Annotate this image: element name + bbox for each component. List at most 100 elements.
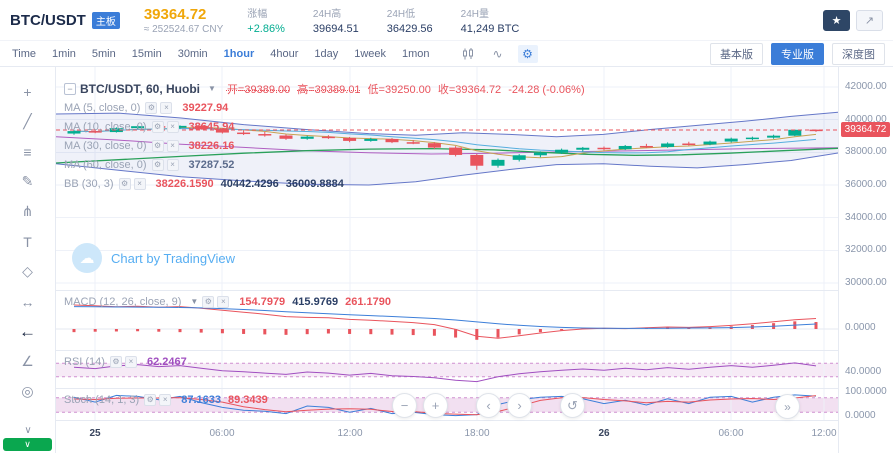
drawing-tools: + ╱ ≡ ✎ ⋔ T ◇ ↔ ← ∠ ◎ [0,67,55,400]
indicator-value: 38645.94 [188,120,235,133]
tradingview-watermark: ☁ Chart by TradingView [72,243,235,273]
interval-1day[interactable]: 1day [314,47,339,60]
interval-1hour[interactable]: 1hour [223,47,255,60]
indicator-close-icon[interactable]: × [124,355,137,368]
stat-value: +2.86% [247,23,285,35]
scroll-down-button[interactable]: ∨ [3,438,52,451]
indicator-settings-icon[interactable]: ⚙ [144,393,157,406]
interval-15min[interactable]: 15min [131,47,162,60]
indicator-close-icon[interactable]: × [166,158,179,171]
indicator-value: 38226.16 [188,139,235,152]
stat-low-24h: 24H低 36429.56 [387,5,433,35]
indicator-close-icon[interactable]: × [217,295,230,308]
trend-line-tool-icon[interactable]: ╱ [23,113,32,129]
interval-5min[interactable]: 5min [91,47,116,60]
back-tool-icon[interactable]: ← [19,321,36,341]
indicator-wave-icon: ∿ [492,46,503,61]
pan-left-button[interactable]: ‹ [476,393,501,418]
view-tab[interactable]: 基本版 [710,42,763,65]
zoom-in-button[interactable]: + [423,393,448,418]
crosshair-tool-icon[interactable]: + [23,83,32,100]
watermark-text: Chart by TradingView [111,250,236,266]
stat-value: 41,249 BTC [460,23,520,35]
indicator-close-icon[interactable]: × [159,393,172,406]
indicator-settings-icon[interactable]: ⚙ [145,101,158,114]
collapse-legend-icon[interactable]: − [64,82,76,95]
interval-1min[interactable]: 1min [52,47,76,60]
interval-1mon[interactable]: 1mon [402,47,430,60]
text-tool-tool-icon[interactable]: T [23,233,32,250]
pitchfork-tool-icon[interactable]: ⋔ [21,203,34,219]
indicator-value: 154.7979 [239,295,286,308]
indicator-settings-icon[interactable]: ⚙ [118,177,131,190]
chart-settings-button[interactable]: ⚙ [517,44,538,63]
indicator-label: MA (5, close, 0) [64,101,141,114]
indicator-legend-row: MA (10, close, 0) ⚙ × 38645.94 [64,117,585,136]
stat-change: 涨幅 +2.86% [247,5,285,35]
view-tab[interactable]: 深度图 [832,42,885,65]
chevron-down-icon: ∨ [24,439,31,449]
price-cny: ≈ 252524.67 CNY [143,23,224,35]
share-button[interactable]: ↗ [856,9,883,31]
interval-4hour[interactable]: 4hour [270,47,299,60]
price-axis-label: 36000.00 [845,179,887,190]
last-price-badge: 39364.72 [841,122,890,138]
time-axis[interactable]: 25 06:00 12:00 18:00 26 06:00 12:00 [56,420,838,453]
indicators-button[interactable]: ∿ [488,45,508,63]
indicator-value: 36009.8884 [285,177,344,190]
indicator-close-icon[interactable]: × [166,120,179,133]
indicator-value: 415.9769 [292,295,339,308]
indicator-settings-icon[interactable]: ⚙ [151,158,164,171]
brush-tool-icon[interactable]: ✎ [21,173,34,189]
indicator-label: Stoch (14, 1, 3) [64,393,140,406]
indicator-settings-icon[interactable]: ⚙ [202,295,215,308]
star-icon: ★ [831,14,842,27]
chart-style-button[interactable] [458,45,478,63]
measure-tool-icon[interactable]: ↔ [20,293,35,310]
indicator-legend-row: BB (30, 3) ⚙ × 38226.1590 40442.4296 36009.88… [64,174,585,193]
sidebar-collapse-icon[interactable]: ∨ [24,425,32,436]
ma-legend-rows: MA (5, close, 0) ⚙ × 39227.94 MA (10, close,… [64,98,585,193]
shapes-tool-icon[interactable]: ◇ [22,263,33,279]
rsi-pane[interactable]: RSI (14) ⚙ × 62.2467 [56,350,838,389]
indicator-value: 89.3439 [227,393,268,406]
indicator-label: RSI (14) [64,355,105,368]
price-axis[interactable]: 42000.00 40000.00 38000.00 36000.00 34000.00… [838,67,893,453]
indicator-settings-icon[interactable]: ⚙ [151,139,164,152]
indicator-legend-row: MA (5, close, 0) ⚙ × 39227.94 [64,98,585,117]
indicator-label: MA (30, close, 0) [64,139,147,152]
indicator-close-icon[interactable]: × [160,101,173,114]
favorite-button[interactable]: ★ [823,9,850,31]
last-price: 39364.72 [143,5,207,23]
view-mode-tabs: 基本版 专业版 深度图 [710,42,885,65]
indicator-value: 261.1790 [345,295,391,308]
angle-tool-tool-icon[interactable]: ∠ [21,353,34,369]
magnet-tool-icon[interactable]: ◎ [21,383,34,399]
interval-30min[interactable]: 30min [177,47,208,60]
indicator-close-icon[interactable]: × [166,139,179,152]
price-axis-label: 40000.00 [845,113,887,125]
interval-1week[interactable]: 1week [354,47,387,60]
indicator-settings-icon[interactable]: ⚙ [151,120,164,133]
chevron-down-icon[interactable]: ▼ [190,297,199,306]
zoom-out-button[interactable]: − [392,393,417,418]
indicator-value: 39227.94 [182,101,229,114]
scroll-right-button[interactable]: » [775,394,800,419]
macd-pane[interactable]: MACD (12, 26, close, 9) ▼ ⚙ × 154.7979 415.97… [56,290,838,351]
stoch-top-label: 100.0000 [845,386,887,397]
reset-chart-button[interactable]: ↺ [560,393,585,418]
chart-legend: − BTC/USDT, 60, Huobi ▼ 开=39389.00 高=3938… [64,79,585,193]
time-axis-label: 25 [89,428,101,439]
chevron-down-icon[interactable]: ▼ [208,84,216,93]
fib-retracement-tool-icon[interactable]: ≡ [23,143,32,160]
pan-right-button[interactable]: › [507,393,532,418]
stat-label: 24H低 [386,9,416,20]
price-block: 39364.72 ≈ 252524.67 CNY [144,6,223,35]
interval-Time[interactable]: Time [12,47,37,60]
candlestick-icon [462,47,473,59]
price-axis-label: 34000.00 [845,211,887,223]
indicator-close-icon[interactable]: × [133,177,146,190]
indicator-settings-icon[interactable]: ⚙ [109,355,122,368]
main-chart-pane[interactable]: − BTC/USDT, 60, Huobi ▼ 开=39389.00 高=3938… [56,67,838,290]
view-tab[interactable]: 专业版 [771,42,824,65]
